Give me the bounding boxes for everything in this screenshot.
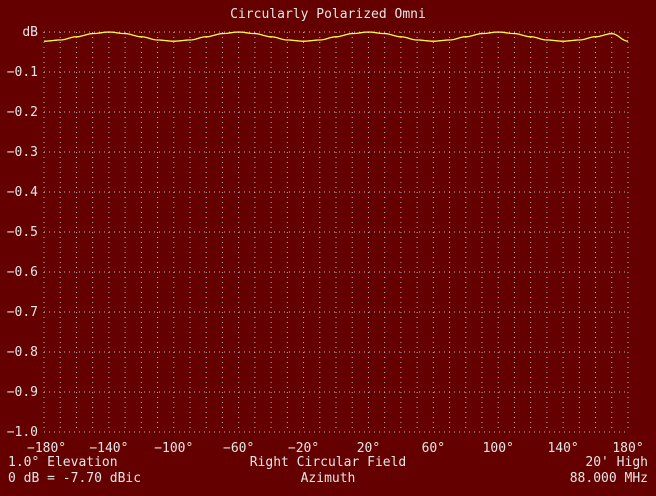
x-tick-label: −140°	[89, 441, 128, 456]
chart-title: Circularly Polarized Omni	[230, 7, 426, 22]
footer-reference: 0 dB = -7.70 dBic	[8, 471, 142, 486]
series-line	[44, 31, 629, 42]
x-tick-label: −100°	[154, 441, 193, 456]
x-tick-label: −20°	[288, 441, 319, 456]
footer-elevation: 1.0° Elevation	[8, 455, 118, 470]
x-axis-label: Azimuth	[300, 471, 356, 486]
y-tick-label: −0.5	[7, 225, 38, 240]
y-tick-label: −0.2	[7, 105, 38, 120]
footer-height: 20' High	[585, 455, 648, 470]
y-tick-label: −0.9	[7, 385, 38, 400]
footer-frequency: 88.000 MHz	[569, 471, 648, 486]
x-tick-label: 100°	[483, 441, 514, 456]
y-tick-label: −0.8	[7, 345, 38, 360]
x-tick-label: −180°	[27, 441, 66, 456]
y-tick-label: −1.0	[7, 425, 38, 440]
y-tick-label: −0.1	[7, 65, 38, 80]
x-tick-label: 60°	[422, 441, 445, 456]
footer-field: Right Circular Field	[249, 455, 407, 470]
y-tick-label: −0.6	[7, 265, 38, 280]
y-tick-label: −0.3	[7, 145, 38, 160]
x-tick-label: 140°	[547, 441, 578, 456]
x-tick-label: −60°	[223, 441, 254, 456]
x-tick-label: 180°	[612, 441, 643, 456]
y-tick-label: −0.7	[7, 305, 38, 320]
y-tick-label: dB	[22, 25, 38, 40]
y-tick-label: −0.4	[7, 185, 38, 200]
x-tick-label: 20°	[357, 441, 380, 456]
